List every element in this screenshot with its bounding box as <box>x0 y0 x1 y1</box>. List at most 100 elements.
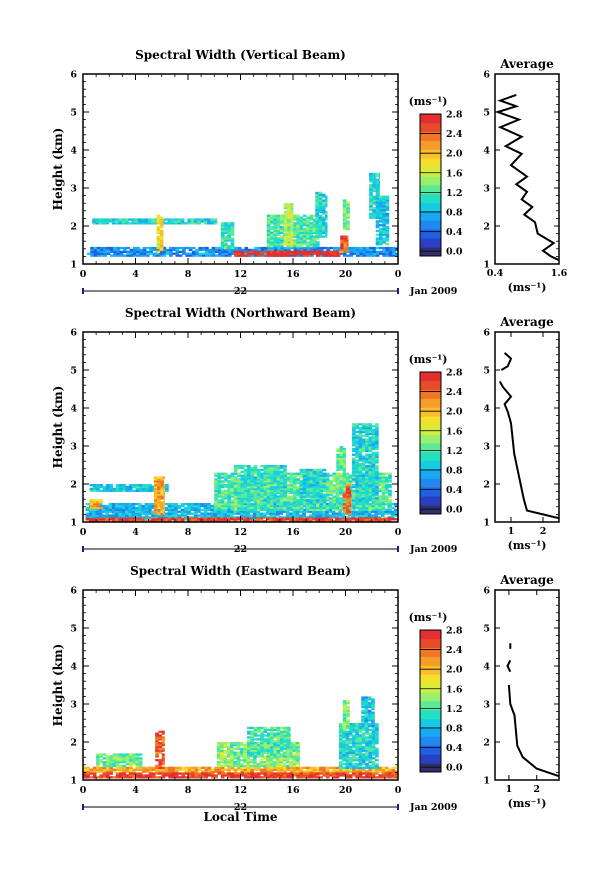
heatmap-cell <box>318 195 323 198</box>
heatmap-cell <box>318 512 323 515</box>
heatmap-cell <box>263 482 268 485</box>
heatmap-cell <box>375 172 380 176</box>
heatmap-cell <box>361 508 366 511</box>
heatmap-cell <box>138 487 143 491</box>
heatmap-cell <box>125 517 129 519</box>
heatmap-cell <box>237 480 241 483</box>
heatmap-cell <box>352 442 356 445</box>
heatmap-cell <box>302 470 307 473</box>
heatmap-cell <box>119 770 123 773</box>
x-tick-label: 12 <box>234 269 247 280</box>
heatmap-cell <box>315 216 319 219</box>
heatmap-cell <box>342 474 346 477</box>
heatmap-cell <box>352 457 356 460</box>
heatmap-cell <box>263 468 268 472</box>
heatmap-cell <box>96 770 100 773</box>
heatmap-cell <box>139 254 144 257</box>
heatmap-cell <box>119 772 123 775</box>
heatmap-cell <box>144 517 149 519</box>
heatmap-cell <box>174 506 178 510</box>
heatmap-cell <box>250 250 255 253</box>
heatmap-cell <box>349 510 352 513</box>
heatmap-cell <box>319 508 323 511</box>
heatmap-cell <box>339 455 344 458</box>
heatmap-cell <box>388 478 392 481</box>
heatmap-cell <box>266 497 271 500</box>
heatmap-cell <box>136 248 140 252</box>
heatmap-cell <box>378 237 383 240</box>
heatmap-cell <box>299 493 304 496</box>
heatmap-cell <box>266 472 271 475</box>
heatmap-cell <box>279 503 284 506</box>
heatmap-cell <box>342 210 347 214</box>
heatmap-cell <box>131 503 136 506</box>
heatmap-cell <box>382 229 386 233</box>
heatmap-cell <box>365 489 369 492</box>
heatmap-cell <box>270 226 274 229</box>
heatmap-cell <box>193 506 198 510</box>
heatmap-cell <box>257 248 262 252</box>
heatmap-cell <box>283 504 287 508</box>
heatmap-cell <box>312 497 317 500</box>
heatmap-cell <box>283 212 288 215</box>
heatmap-cell <box>365 487 369 491</box>
heatmap-cell <box>329 480 333 483</box>
heatmap-cell <box>151 518 155 521</box>
heatmap-cell <box>358 463 363 466</box>
heatmap-cell <box>256 512 260 515</box>
heatmap-cell <box>227 239 232 242</box>
heatmap-cell <box>270 218 274 221</box>
heatmap-cell <box>116 246 121 250</box>
heatmap-cell <box>105 766 110 769</box>
heatmap-cell <box>346 248 349 252</box>
heatmap-cell <box>135 772 140 775</box>
heatmap-cell <box>111 518 116 521</box>
heatmap-cell <box>167 506 172 510</box>
heatmap-cell <box>227 503 232 506</box>
heatmap-cell <box>309 508 314 511</box>
heatmap-cell <box>240 487 245 491</box>
heatmap-cell <box>116 252 121 255</box>
heatmap-cell <box>302 493 307 496</box>
heatmap-cell <box>217 501 222 504</box>
heatmap-cell <box>113 252 117 255</box>
heatmap-cell <box>100 248 104 252</box>
heatmap-cell <box>279 766 284 769</box>
heatmap-cell <box>371 468 376 472</box>
heatmap-cell <box>352 248 357 252</box>
heatmap-cell <box>191 252 196 255</box>
heatmap-cell <box>387 517 392 519</box>
heatmap-cell <box>174 518 178 521</box>
heatmap-cell <box>332 506 337 510</box>
heatmap-cell <box>342 208 347 212</box>
heatmap-cell <box>293 489 297 492</box>
heatmap-cell <box>270 239 274 242</box>
heatmap-cell <box>325 514 329 517</box>
heatmap-cell <box>375 428 379 432</box>
heatmap-cell <box>198 246 203 250</box>
heatmap-cell <box>355 485 360 489</box>
heatmap-cell <box>237 497 241 500</box>
heatmap-cell <box>224 508 228 511</box>
heatmap-cell <box>296 766 300 769</box>
heatmap-cell <box>263 495 268 498</box>
heatmap-cell <box>306 250 310 253</box>
heatmap-cell <box>325 489 330 492</box>
heatmap-cell <box>371 517 375 519</box>
heatmap-cell <box>348 770 353 773</box>
heatmap-cell <box>365 446 369 449</box>
heatmap-cell <box>342 465 346 468</box>
heatmap-cell <box>378 501 382 504</box>
heatmap-cell <box>163 501 165 504</box>
heatmap-cell <box>371 455 376 458</box>
heatmap-cell <box>335 495 340 498</box>
heatmap-cell <box>134 506 139 510</box>
heatmap-cell <box>365 506 369 510</box>
heatmap-cell <box>312 501 317 504</box>
heatmap-cell <box>293 503 297 506</box>
heatmap-cell <box>170 508 175 511</box>
heatmap-cell <box>358 508 363 511</box>
heatmap-cell <box>355 459 360 462</box>
heatmap-cell <box>250 766 255 769</box>
heatmap-cell <box>346 489 350 492</box>
